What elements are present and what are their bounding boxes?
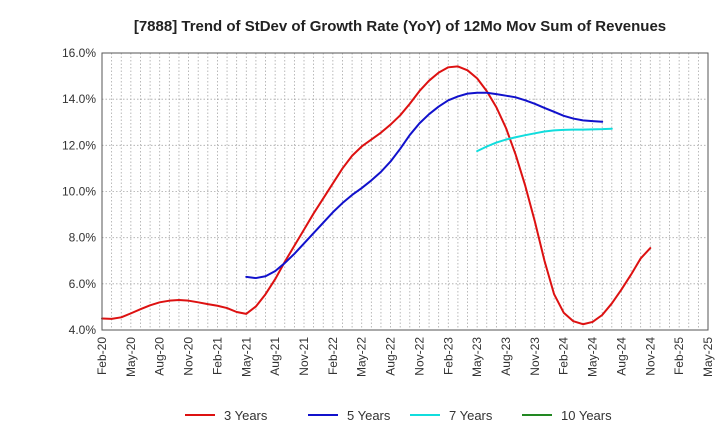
x-tick-label: Aug-20	[153, 337, 167, 376]
x-tick-label: May-24	[586, 337, 600, 377]
plot-frame	[101, 52, 709, 331]
series-lines	[101, 65, 652, 326]
x-tick-label: Feb-21	[210, 337, 224, 375]
chart-title: [7888] Trend of StDev of Growth Rate (Yo…	[134, 18, 666, 35]
x-tick-label: May-21	[239, 337, 253, 377]
y-tick-label: 14.0%	[62, 92, 96, 106]
x-tick-label: Feb-24	[557, 337, 571, 375]
x-tick-label: May-22	[355, 337, 369, 377]
x-tick-label: Feb-25	[672, 337, 686, 375]
series-line-3-years	[101, 65, 652, 326]
x-tick-label: May-20	[124, 337, 138, 377]
x-tick-label: Aug-22	[384, 337, 398, 376]
legend: 3 Years 5 Years 7 Years 10 Years	[185, 408, 612, 423]
x-tick-label: Nov-24	[643, 337, 657, 376]
y-tick-label: 16.0%	[62, 46, 96, 60]
x-axis: Feb-20 May-20 Aug-20 Nov-20 Feb-21 May-21 Aug-…	[95, 337, 715, 377]
legend-label-5-years: 5 Years	[347, 408, 391, 423]
x-tick-label: May-25	[701, 337, 715, 377]
grid	[102, 52, 708, 331]
x-tick-label: Aug-21	[268, 337, 282, 376]
x-tick-label: Nov-22	[412, 337, 426, 376]
y-tick-label: 12.0%	[62, 138, 96, 152]
series-line-7-years	[476, 127, 613, 153]
y-tick-label: 6.0%	[69, 277, 97, 291]
legend-label-3-years: 3 Years	[224, 408, 268, 423]
y-tick-label: 4.0%	[69, 323, 97, 337]
x-tick-label: Feb-20	[95, 337, 109, 375]
x-tick-label: Aug-24	[614, 337, 628, 376]
x-tick-label: Nov-20	[182, 337, 196, 376]
series-line-5-years	[245, 91, 604, 280]
x-tick-label: Nov-21	[297, 337, 311, 376]
y-tick-label: 10.0%	[62, 185, 96, 199]
legend-label-10-years: 10 Years	[561, 408, 612, 423]
x-tick-label: May-23	[470, 337, 484, 377]
y-axis: 4.0% 6.0% 8.0% 10.0% 12.0% 14.0% 16.0%	[62, 46, 96, 337]
x-tick-label: Nov-23	[528, 337, 542, 376]
x-tick-label: Feb-22	[326, 337, 340, 375]
y-tick-label: 8.0%	[69, 231, 97, 245]
x-tick-label: Feb-23	[441, 337, 455, 375]
x-tick-label: Aug-23	[499, 337, 513, 376]
legend-label-7-years: 7 Years	[449, 408, 493, 423]
